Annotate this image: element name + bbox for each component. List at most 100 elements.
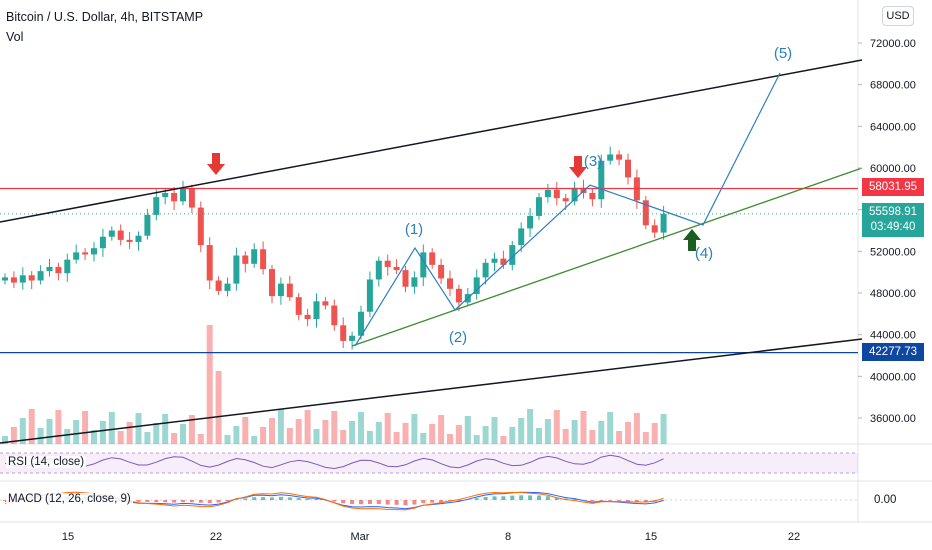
candle-body (64, 259, 71, 274)
candle-body (180, 188, 186, 202)
y-tick-label: 72000.00 (870, 38, 916, 50)
volume-bar (482, 426, 489, 444)
sell-arrow-icon (569, 156, 587, 178)
axes: 72000.0068000.0064000.0060000.0056000.00… (62, 38, 916, 543)
macd-histogram-bar (181, 500, 185, 503)
macd-histogram-bar (608, 500, 613, 501)
wave-label: (1) (405, 221, 423, 238)
macd-histogram-bar (198, 500, 203, 503)
macd-histogram-bar (145, 500, 150, 503)
sell-arrow-icon (207, 153, 225, 175)
candle-body (269, 269, 275, 297)
candle-body (19, 275, 26, 283)
volume-bar (651, 423, 658, 444)
current-price-tag: 55598.91 03:49:40 (862, 203, 924, 237)
candle-body (10, 277, 17, 283)
x-tick-label: 22 (788, 531, 800, 543)
volume-bar (366, 431, 373, 444)
macd-histogram-bar (287, 497, 292, 500)
rsi-label[interactable]: RSI (14, close) (6, 456, 87, 468)
volume-bar (82, 411, 89, 444)
candle-body (251, 249, 258, 264)
candle-body (322, 301, 329, 306)
candle-body (536, 197, 542, 216)
volume-bar (553, 410, 560, 444)
volume-bar (447, 434, 453, 444)
volume-bar (402, 423, 409, 444)
x-tick-label: 15 (62, 531, 74, 543)
volume-bar (544, 419, 551, 444)
candle-body (375, 260, 382, 280)
macd-histogram-bar (154, 500, 159, 503)
candle-body (162, 192, 169, 198)
volume-bar (598, 421, 605, 444)
y-tick-label: 60000.00 (870, 163, 916, 175)
macd-histogram-bar (510, 495, 515, 500)
volume-bar (91, 430, 97, 444)
candle-body (571, 187, 578, 202)
candle-body (73, 252, 80, 260)
current-price-value: 55598.91 (869, 206, 917, 218)
candle-body (304, 314, 311, 320)
indicator-panes (0, 452, 858, 511)
volume-bar (224, 435, 231, 444)
candle-body (527, 215, 534, 229)
volume-bar (411, 414, 418, 444)
volume-bar (10, 427, 17, 444)
macd-histogram-bar (332, 500, 337, 502)
candle-body (411, 277, 418, 287)
volume-bar (455, 425, 462, 444)
volume-bar (358, 412, 364, 444)
volume-label: Vol (6, 30, 24, 44)
currency-button[interactable]: USD (882, 6, 914, 26)
y-tick-label: 44000.00 (870, 330, 916, 342)
volume-bar (286, 428, 293, 444)
candle-body (358, 311, 364, 336)
macd-histogram-bar (3, 500, 7, 501)
volume-bar (393, 432, 400, 444)
macd-histogram-bar (367, 500, 372, 504)
macd-histogram-bar (394, 500, 399, 505)
macd-histogram-bar (296, 498, 301, 500)
macd-label[interactable]: MACD (12, 26, close, 9) (6, 493, 133, 505)
y-tick-label: 40000.00 (870, 371, 916, 383)
macd-histogram-bar (483, 496, 488, 500)
macd-histogram-bar (341, 500, 346, 504)
candle-body (277, 283, 284, 297)
candle-body (607, 154, 614, 161)
macd-histogram-bar (350, 500, 355, 505)
volume-bar (536, 428, 542, 444)
volume-bar (117, 431, 124, 444)
volume-bar (206, 325, 213, 444)
candle-body (349, 335, 356, 341)
y-tick-label: 48000.00 (870, 288, 916, 300)
volume-bar (233, 426, 240, 444)
volume-bar (73, 420, 80, 444)
volume-bar (375, 422, 382, 444)
macd-histogram-bar (626, 500, 630, 502)
wave-label: (3) (584, 153, 602, 170)
candlesticks (2, 146, 667, 350)
macd-histogram-bar (243, 498, 248, 500)
volume-bar (162, 414, 169, 444)
candle-body (420, 252, 427, 278)
candle-body (518, 228, 525, 246)
volume-bar (509, 427, 516, 444)
candle-body (242, 255, 249, 264)
volume-bar (384, 413, 391, 444)
candle-body (286, 283, 293, 298)
candle-body (144, 214, 151, 236)
x-tick-label: 8 (505, 531, 511, 543)
volume-bar (473, 435, 480, 444)
candle-body (473, 277, 480, 295)
macd-histogram-bar (305, 498, 310, 500)
volume-bar (633, 413, 640, 444)
macd-histogram-bar (216, 500, 221, 503)
rsi-line (4, 454, 664, 470)
candle-body (447, 278, 453, 289)
macd-histogram-bar (163, 500, 168, 503)
candle-body (126, 239, 133, 242)
macd-histogram-bar (421, 500, 426, 504)
candle-body (171, 192, 178, 202)
